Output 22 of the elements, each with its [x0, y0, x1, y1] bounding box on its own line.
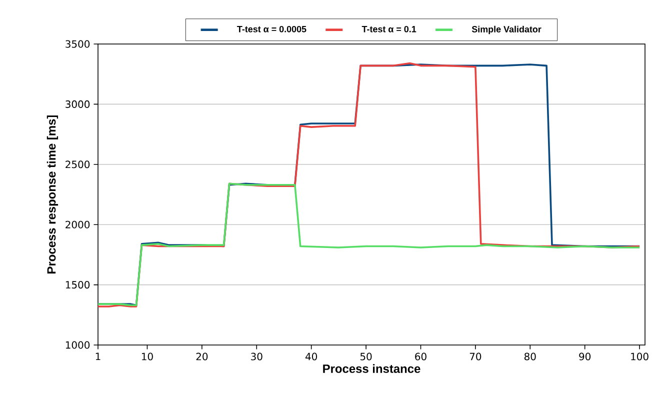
legend-label: Simple Validator	[472, 26, 542, 34]
y-tick-label: 2500	[66, 160, 90, 168]
x-tick-label: 100	[631, 352, 648, 360]
y-tick-label: 1500	[66, 281, 90, 289]
y-axis-title: Process response time [ms]	[46, 115, 58, 274]
legend-label: T-test α = 0.1	[362, 26, 416, 32]
x-axis-title: Process instance	[323, 364, 420, 373]
y-tick-label: 3500	[66, 40, 90, 48]
x-tick-label: 10	[142, 352, 153, 360]
x-tick-label: 60	[415, 352, 426, 360]
y-tick-label: 3000	[66, 100, 90, 108]
legend-label: T-test α = 0.0005	[237, 26, 306, 32]
x-tick-label: 50	[360, 352, 372, 360]
y-tick-label: 2000	[66, 220, 90, 228]
x-tick-label: 30	[251, 352, 262, 360]
x-tick-label: 1	[96, 352, 100, 360]
x-tick-label: 70	[470, 352, 482, 360]
x-tick-label: 80	[524, 352, 536, 360]
x-tick-label: 90	[579, 352, 591, 360]
x-tick-label: 20	[196, 352, 208, 360]
y-tick-label: 1000	[66, 341, 90, 349]
x-tick-label: 40	[305, 352, 318, 360]
